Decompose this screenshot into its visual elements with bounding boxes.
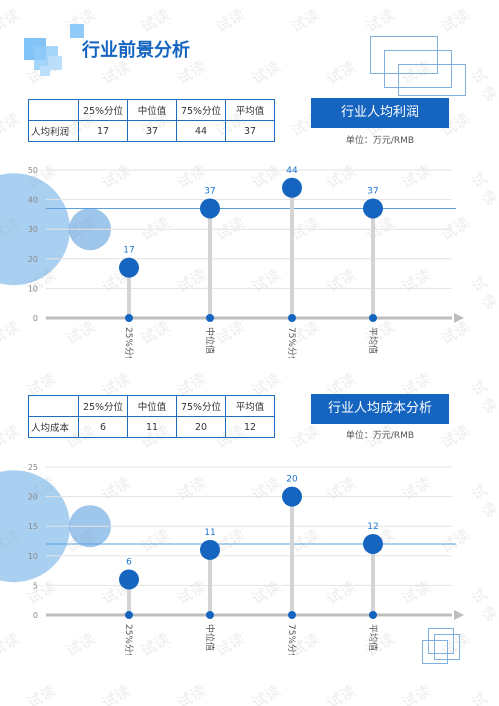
table-header-cell: 25%分位 bbox=[78, 99, 128, 121]
unit-label-cost: 单位：万元/RMB bbox=[345, 431, 415, 441]
section-title-profit: 行业人均利润 bbox=[311, 98, 449, 128]
profit-table: 25%分位 中位值 75%分位 平均值 人均利润 17 37 44 37 bbox=[28, 99, 275, 142]
watermark-text: 试读 bbox=[468, 376, 499, 419]
data-point bbox=[282, 486, 302, 507]
y-tick-label: 50 bbox=[28, 166, 38, 175]
y-tick-label: 5 bbox=[33, 581, 38, 590]
table-header-cell: 平均值 bbox=[225, 395, 275, 417]
category-label: 平均值 bbox=[367, 624, 379, 651]
table-cell: 17 bbox=[78, 120, 128, 142]
table-header-cell: 75%分位 bbox=[176, 395, 226, 417]
category-label: 中位值 bbox=[204, 624, 216, 651]
watermark-text: 试读 bbox=[362, 5, 398, 37]
table-cell: 37 bbox=[225, 120, 275, 142]
page-title: 行业前景分析 bbox=[82, 40, 190, 61]
watermark-text: 试读 bbox=[248, 57, 284, 89]
data-label: 37 bbox=[204, 186, 215, 196]
watermark-text: 试读 bbox=[287, 5, 323, 37]
x-axis-arrow bbox=[454, 313, 464, 323]
watermark-text: 试读 bbox=[248, 681, 284, 706]
watermark-text: 试读 bbox=[323, 57, 359, 89]
data-label: 44 bbox=[286, 166, 298, 176]
decor-bubble bbox=[0, 470, 70, 583]
table-row-label: 人均成本 bbox=[28, 416, 79, 438]
decor-bubble bbox=[0, 173, 70, 286]
watermark-text: 试读 bbox=[323, 681, 359, 706]
profit-chart: 0 10 20 30 40 50 17 25%分位 37 中位值 44 75%分位 37 平均值 bbox=[0, 166, 464, 358]
table-cell: 12 bbox=[225, 416, 275, 438]
data-point bbox=[200, 198, 220, 219]
table-header-cell: 中位值 bbox=[127, 99, 177, 121]
y-tick-label: 40 bbox=[28, 196, 38, 205]
data-label: 37 bbox=[367, 186, 378, 196]
data-point bbox=[119, 569, 139, 590]
x-axis-arrow bbox=[454, 610, 464, 620]
watermark-text: 试读 bbox=[137, 5, 173, 37]
y-tick-label: 0 bbox=[33, 314, 38, 323]
category-label: 25%分位 bbox=[123, 624, 135, 655]
axis-point bbox=[288, 611, 296, 619]
table-cell: 6 bbox=[78, 416, 128, 438]
axis-point bbox=[206, 611, 214, 619]
y-tick-label: 10 bbox=[28, 552, 38, 561]
watermark-text: 试读 bbox=[468, 64, 499, 107]
category-label: 75%分位 bbox=[286, 624, 298, 655]
y-tick-label: 25 bbox=[28, 463, 38, 472]
y-tick-label: 20 bbox=[28, 493, 38, 502]
y-tick-label: 10 bbox=[28, 284, 38, 293]
axis-point bbox=[125, 611, 133, 619]
table-header-cell: 平均值 bbox=[225, 99, 275, 121]
y-tick-label: 0 bbox=[33, 611, 38, 620]
data-point bbox=[119, 257, 139, 278]
table-header-cell bbox=[28, 99, 79, 121]
watermark-text: 试读 bbox=[0, 109, 23, 141]
category-label: 75%分位 bbox=[286, 327, 298, 358]
category-label: 平均值 bbox=[367, 327, 379, 354]
watermark-text: 试读 bbox=[98, 681, 134, 706]
data-label: 17 bbox=[123, 246, 134, 256]
watermark-text: 试读 bbox=[212, 5, 248, 37]
watermark-text: 试读 bbox=[437, 5, 473, 37]
category-label: 25%分位 bbox=[123, 327, 135, 358]
axis-point bbox=[369, 611, 377, 619]
table-header-cell: 25%分位 bbox=[78, 395, 128, 417]
watermark-text: 试读 bbox=[0, 5, 23, 37]
cost-chart: 0 5 10 15 20 25 6 25%分位 11 中位值 20 75%分位 12 平均值 bbox=[0, 463, 464, 655]
table-header-cell bbox=[28, 395, 79, 417]
data-label: 12 bbox=[367, 522, 378, 532]
section-title-cost: 行业人均成本分析 bbox=[311, 394, 449, 424]
watermark-text: 试读 bbox=[0, 421, 23, 453]
table-cell: 20 bbox=[176, 416, 226, 438]
table-row-label: 人均利润 bbox=[28, 120, 79, 142]
y-tick-label: 15 bbox=[28, 522, 38, 531]
table-cell: 44 bbox=[176, 120, 226, 142]
axis-point bbox=[206, 314, 214, 322]
axis-point bbox=[369, 314, 377, 322]
axis-point bbox=[125, 314, 133, 322]
data-label: 20 bbox=[286, 475, 298, 485]
data-point bbox=[363, 198, 383, 219]
unit-label-profit: 单位：万元/RMB bbox=[345, 136, 415, 146]
category-label: 中位值 bbox=[204, 327, 216, 354]
watermark-text: 试读 bbox=[398, 681, 434, 706]
data-label: 11 bbox=[204, 528, 215, 538]
data-point bbox=[282, 177, 302, 198]
table-cell: 37 bbox=[127, 120, 177, 142]
data-point bbox=[363, 533, 383, 554]
table-header-cell: 75%分位 bbox=[176, 99, 226, 121]
watermark-text: 试读 bbox=[173, 681, 209, 706]
y-tick-label: 30 bbox=[28, 225, 38, 234]
data-label: 6 bbox=[126, 557, 132, 567]
watermark-text: 试读 bbox=[23, 681, 59, 706]
table-header-cell: 中位值 bbox=[127, 395, 177, 417]
data-point bbox=[200, 539, 220, 560]
y-tick-label: 20 bbox=[28, 255, 38, 264]
table-cell: 11 bbox=[127, 416, 177, 438]
watermark-text: 试读 bbox=[468, 688, 491, 706]
cost-table: 25%分位 中位值 75%分位 平均值 人均成本 6 11 20 12 bbox=[28, 395, 275, 438]
axis-point bbox=[288, 314, 296, 322]
